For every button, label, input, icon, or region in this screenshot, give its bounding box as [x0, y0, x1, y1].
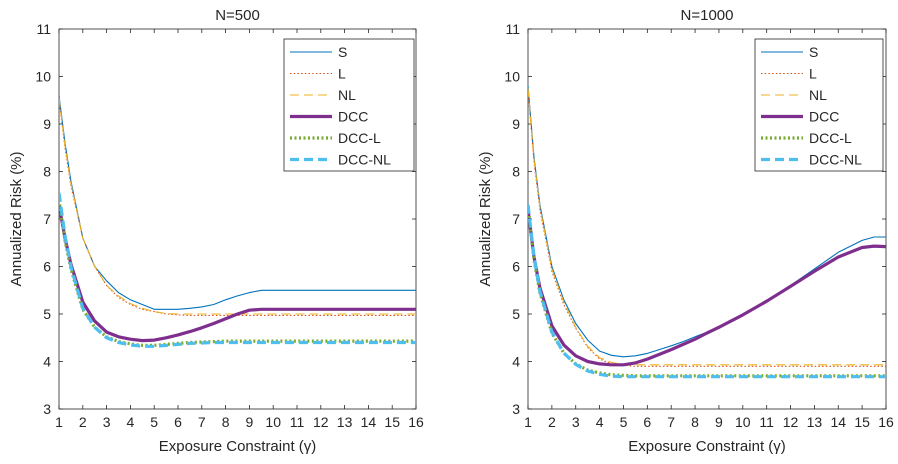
y-tick-label: 10 — [504, 69, 520, 85]
x-tick-label: 3 — [103, 414, 111, 430]
legend-entry: S — [809, 44, 818, 60]
x-tick-label: 16 — [878, 414, 894, 430]
legend-entry: DCC — [338, 109, 368, 125]
y-tick-label: 7 — [43, 211, 51, 227]
legend-entry: DCC — [809, 109, 839, 125]
y-tick-label: 6 — [512, 259, 520, 275]
y-tick-label: 3 — [43, 401, 51, 417]
y-axis-label: Annualized Risk (%) — [477, 151, 494, 286]
y-tick-label: 4 — [512, 354, 520, 370]
y-axis-label: Annualized Risk (%) — [8, 151, 25, 286]
series-line-dcc — [528, 209, 886, 367]
y-tick-label: 4 — [43, 354, 51, 370]
legend-entry: DCC-L — [809, 130, 852, 146]
x-tick-label: 7 — [198, 414, 206, 430]
x-tick-label: 6 — [174, 414, 182, 430]
x-tick-label: 6 — [643, 414, 651, 430]
x-tick-label: 14 — [361, 414, 377, 430]
legend: SL NL DCC DCC-L DCC-NL — [754, 38, 884, 172]
y-tick-label: 9 — [512, 116, 520, 132]
series-group — [59, 95, 416, 348]
y-tick-label: 3 — [512, 401, 520, 417]
y-tick-label: 7 — [512, 211, 520, 227]
x-tick-label: 12 — [783, 414, 799, 430]
series-line-dcc — [59, 204, 416, 343]
x-tick-label: 10 — [265, 414, 281, 430]
x-tick-label: 10 — [735, 414, 751, 430]
legend-entry: S — [338, 44, 347, 60]
legend-entry: DCC-L — [338, 130, 381, 146]
legend-entry: L — [809, 66, 817, 82]
legend-entry: NL — [338, 87, 356, 103]
x-tick-label: 3 — [572, 414, 580, 430]
y-tick-label: 11 — [505, 21, 520, 37]
y-tick-label: 10 — [35, 69, 51, 85]
x-tick-label: 8 — [691, 414, 699, 430]
x-tick-label: 1 — [524, 414, 532, 430]
chart-title: N=500 — [215, 7, 260, 24]
y-tick-label: 6 — [43, 259, 51, 275]
x-tick-label: 11 — [759, 414, 774, 430]
x-tick-label: 9 — [246, 414, 254, 430]
x-tick-label: 15 — [384, 414, 400, 430]
x-tick-label: 8 — [222, 414, 230, 430]
legend-box — [754, 38, 884, 172]
series-line-s — [528, 85, 886, 358]
series-line-nl — [528, 88, 886, 366]
legend-entry: NL — [809, 87, 827, 103]
y-tick-label: 8 — [512, 164, 520, 180]
x-tick-label: 2 — [79, 414, 87, 430]
x-tick-label: 13 — [807, 414, 823, 430]
series-line-dcc-nl — [59, 192, 416, 348]
legend-entry: L — [338, 66, 346, 82]
legend-entry: DCC-NL — [338, 152, 391, 168]
y-tick-label: 11 — [36, 21, 51, 37]
legend: SL NL DCC DCC-L DCC-NL — [283, 38, 415, 172]
x-tick-label: 7 — [667, 414, 675, 430]
y-tick-label: 8 — [43, 164, 51, 180]
series-group — [528, 85, 886, 379]
series-line-dcc-l — [528, 206, 886, 378]
x-tick-label: 12 — [313, 414, 329, 430]
x-axis-label: Exposure Constraint (γ) — [628, 438, 786, 455]
series-line-dcc-nl — [528, 204, 886, 379]
x-tick-label: 1 — [55, 414, 63, 430]
x-tick-label: 5 — [150, 414, 158, 430]
x-tick-label: 14 — [830, 414, 846, 430]
y-tick-label: 5 — [512, 306, 520, 322]
legend-entry: DCC-NL — [809, 152, 862, 168]
y-tick-label: 9 — [43, 116, 51, 132]
x-tick-label: 2 — [548, 414, 556, 430]
chart-title: N=1000 — [681, 7, 734, 24]
series-line-l — [528, 90, 886, 367]
x-tick-label: 13 — [337, 414, 353, 430]
x-tick-label: 5 — [620, 414, 628, 430]
x-axis-label: Exposure Constraint (γ) — [159, 438, 317, 455]
x-tick-label: 11 — [290, 414, 305, 430]
legend-box — [283, 38, 415, 172]
x-tick-label: 16 — [408, 414, 424, 430]
x-tick-label: 9 — [715, 414, 723, 430]
y-tick-label: 5 — [43, 306, 51, 322]
series-line-nl — [59, 97, 416, 315]
x-tick-label: 15 — [854, 414, 870, 430]
x-tick-label: 4 — [127, 414, 135, 430]
x-tick-label: 4 — [596, 414, 604, 430]
